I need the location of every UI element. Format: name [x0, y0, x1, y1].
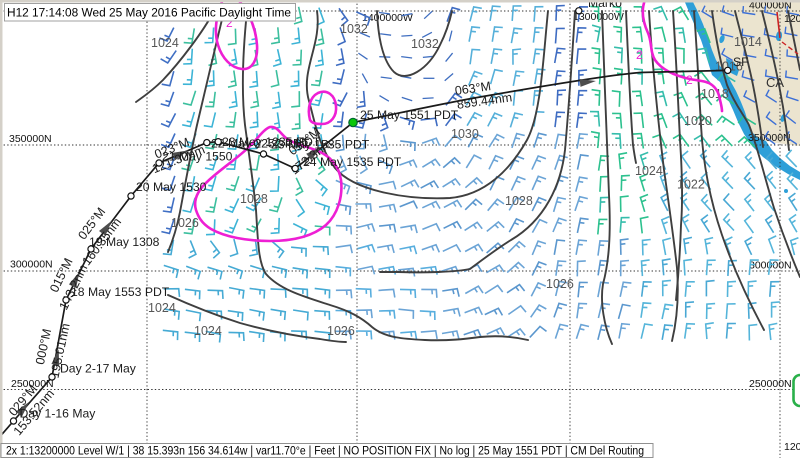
- svg-text:Day 2-17 May: Day 2-17 May: [60, 362, 137, 376]
- svg-text:20 May 1530: 20 May 1530: [136, 180, 207, 194]
- svg-text:1024: 1024: [151, 36, 179, 50]
- svg-text:1026: 1026: [327, 324, 355, 338]
- svg-text:1024: 1024: [635, 164, 663, 178]
- svg-text:25 May 1551 PDT: 25 May 1551 PDT: [360, 108, 459, 122]
- svg-text:18 May 1553 PDT: 18 May 1553 PDT: [71, 285, 170, 299]
- svg-text:1028: 1028: [505, 194, 533, 208]
- svg-text:1200000W: 1200000W: [784, 441, 800, 453]
- svg-text:2x 1:13200000 Level W/1 | 38 1: 2x 1:13200000 Level W/1 | 38 15.393n 156…: [6, 444, 644, 458]
- svg-text:1020: 1020: [684, 114, 712, 128]
- svg-text:CA: CA: [766, 75, 784, 90]
- svg-text:2: 2: [636, 48, 643, 62]
- svg-text:1026: 1026: [171, 216, 199, 230]
- svg-text:1022: 1022: [677, 178, 705, 192]
- svg-text:1032: 1032: [340, 22, 368, 36]
- svg-text:300000N: 300000N: [10, 259, 53, 271]
- svg-text:1028: 1028: [240, 192, 268, 206]
- svg-text:1014: 1014: [734, 35, 762, 49]
- svg-text:250000N: 250000N: [749, 378, 792, 390]
- svg-text:SF: SF: [733, 55, 749, 69]
- svg-text:1026: 1026: [546, 277, 574, 291]
- svg-text:H12 17:14:08 Wed 25 May 2016 P: H12 17:14:08 Wed 25 May 2016 Pacific Day…: [7, 6, 291, 20]
- svg-text:1030: 1030: [451, 127, 479, 141]
- svg-text:1024: 1024: [148, 301, 176, 315]
- svg-text:1032: 1032: [411, 37, 439, 51]
- svg-text:2: 2: [686, 73, 693, 87]
- svg-text:1024: 1024: [194, 324, 222, 338]
- svg-text:350000N: 350000N: [9, 133, 52, 145]
